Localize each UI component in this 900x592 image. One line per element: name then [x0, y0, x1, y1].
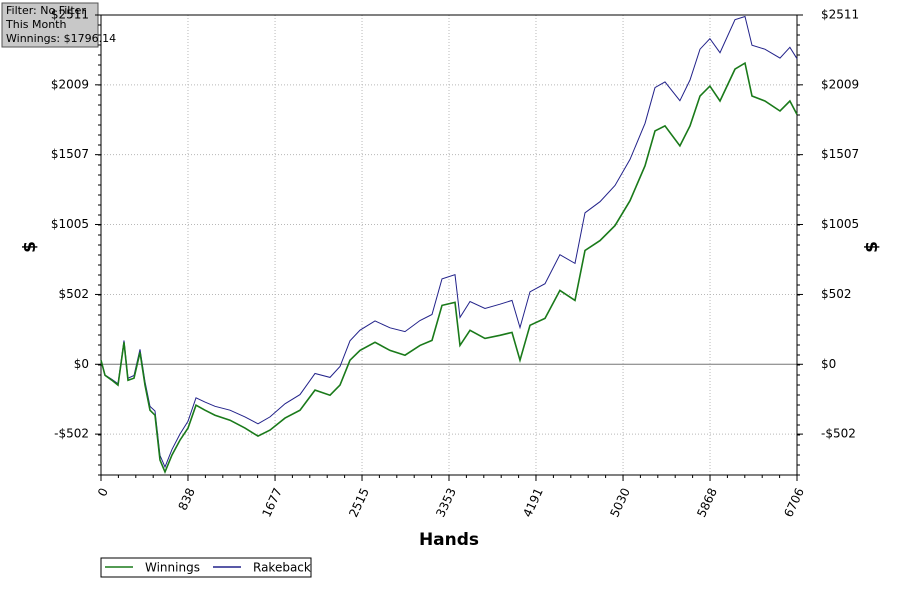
filter-text: Winnings: $1796.14 [6, 32, 116, 45]
y2-tick-label: $2009 [821, 77, 859, 91]
y2-tick-label: -$502 [821, 427, 856, 441]
y2-tick-label: $2511 [821, 8, 859, 22]
y-tick-label: -$502 [54, 427, 89, 441]
filter-text: Filter: No Filter [6, 4, 86, 17]
y-tick-label: $1507 [51, 147, 89, 161]
y2-tick-label: $1507 [821, 147, 859, 161]
y2-tick-label: $0 [821, 357, 836, 371]
filter-text: This Month [5, 18, 66, 31]
x-axis-title: Hands [419, 530, 479, 550]
y2-tick-label: $502 [821, 287, 852, 301]
y-tick-label: $502 [58, 287, 89, 301]
y-tick-label: $2009 [51, 77, 89, 91]
y-axis-title: $ [20, 241, 40, 253]
legend-label: Rakeback [253, 561, 311, 575]
legend-label: Winnings [145, 561, 200, 575]
plot-frame [100, 14, 798, 476]
y-tick-label: $1005 [51, 217, 89, 231]
y2-axis-title: $ [862, 241, 882, 253]
y2-tick-label: $1005 [821, 217, 859, 231]
series-line [100, 61, 798, 474]
filter-box [1, 2, 99, 48]
y-tick-label: $2511 [51, 8, 89, 22]
legend-box [100, 557, 312, 578]
y-tick-label: $0 [74, 357, 89, 371]
